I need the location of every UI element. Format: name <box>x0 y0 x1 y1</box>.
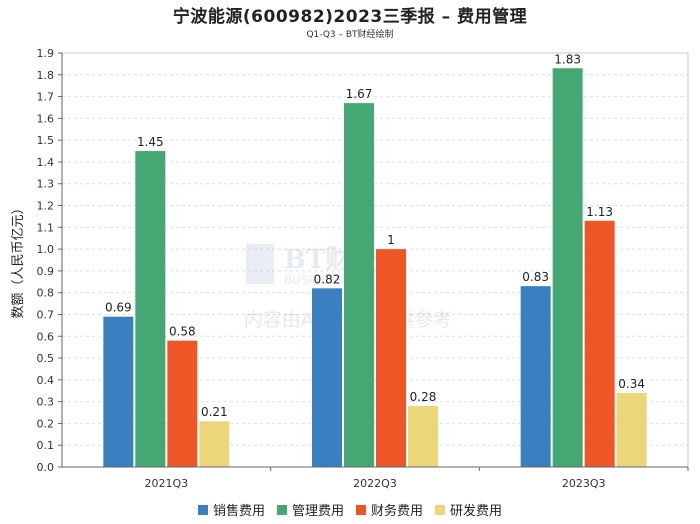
watermark-logo-mark <box>246 244 274 284</box>
y-tick-label: 1.9 <box>37 47 55 60</box>
data-label: 1 <box>387 233 395 247</box>
legend-swatch <box>435 504 446 515</box>
legend-label: 财务费用 <box>371 504 424 519</box>
data-label: 1.13 <box>586 205 613 219</box>
data-label: 0.83 <box>522 270 549 284</box>
y-tick-label: 1.2 <box>37 200 55 213</box>
data-label: 0.34 <box>618 377 645 391</box>
y-tick-label: 1.6 <box>37 112 55 125</box>
bar <box>199 421 230 467</box>
x-tick-label: 2021Q3 <box>145 477 189 490</box>
grid-layer <box>61 52 689 468</box>
data-label: 0.28 <box>410 390 437 404</box>
legend-item[interactable]: 财务费用 <box>356 500 423 519</box>
legend-item[interactable]: 研发费用 <box>435 500 502 519</box>
y-tick-label: 1.3 <box>37 178 55 191</box>
y-tick-label: 0.6 <box>37 330 55 343</box>
axes-layer: 0.0 0.1 0.2 0.3 0.4 0.5 0.6 0.7 0.8 0.9 1.0 1.1 1.2 1… <box>11 47 689 490</box>
data-label: 0.69 <box>105 301 132 315</box>
legend-label: 研发费用 <box>450 504 503 519</box>
legend-swatch <box>197 504 208 515</box>
bar <box>616 392 647 467</box>
y-tick-label: 1.5 <box>37 134 55 147</box>
x-tick-label: 2022Q3 <box>353 477 397 490</box>
legend-label: 销售费用 <box>212 504 265 519</box>
legend-swatch <box>356 504 366 515</box>
data-label: 1.67 <box>346 87 373 101</box>
legend-swatch <box>276 504 287 515</box>
bar <box>376 249 406 467</box>
y-axis-label: 数额（人民币亿元） <box>11 201 26 318</box>
bar <box>135 151 166 468</box>
bar <box>552 68 583 468</box>
y-tick-label: 0.5 <box>37 352 55 365</box>
y-tick-label: 0.3 <box>37 396 55 409</box>
bar <box>520 286 551 467</box>
data-label: 0.58 <box>169 325 196 339</box>
bar <box>312 288 342 467</box>
y-tick-label: 0.0 <box>37 461 55 474</box>
y-tick-label: 1.0 <box>37 243 55 256</box>
data-label: 1.45 <box>137 135 164 149</box>
chart-subtitle: Q1-Q3 – BT财经绘制 <box>306 30 394 40</box>
data-label: 1.83 <box>554 52 581 66</box>
y-tick-label: 1.7 <box>37 91 55 104</box>
legend-item[interactable]: 管理费用 <box>276 500 344 519</box>
bar <box>167 340 198 467</box>
x-tick-label: 2023Q3 <box>562 477 606 490</box>
y-tick-label: 0.8 <box>37 287 55 300</box>
legend-label: 管理费用 <box>291 504 344 519</box>
y-tick-label: 0.7 <box>37 308 55 321</box>
bars-layer: 0.69 1.45 0.58 0.21 0.82 1.67 1 0.28 0.83 1.83 1.1… <box>103 52 647 468</box>
chart-title: 宁波能源(600982)2023三季报 – 费用管理 <box>172 7 528 27</box>
bar <box>103 316 134 467</box>
y-tick-label: 0.4 <box>37 374 55 387</box>
y-tick-label: 1.1 <box>37 221 55 234</box>
y-tick-label: 0.1 <box>37 439 55 452</box>
legend: 销售费用 管理费用 财务费用 研发费用 <box>0 500 700 519</box>
y-tick-label: 0.9 <box>37 265 55 278</box>
bar <box>408 405 438 467</box>
bar <box>584 220 615 467</box>
y-tick-label: 1.4 <box>37 156 55 169</box>
y-tick-label: 0.2 <box>37 417 55 430</box>
data-label: 0.21 <box>201 405 228 419</box>
y-tick-label: 1.8 <box>37 69 55 82</box>
bar <box>344 103 374 468</box>
legend-item[interactable]: 销售费用 <box>197 500 265 519</box>
data-label: 0.82 <box>314 272 341 286</box>
